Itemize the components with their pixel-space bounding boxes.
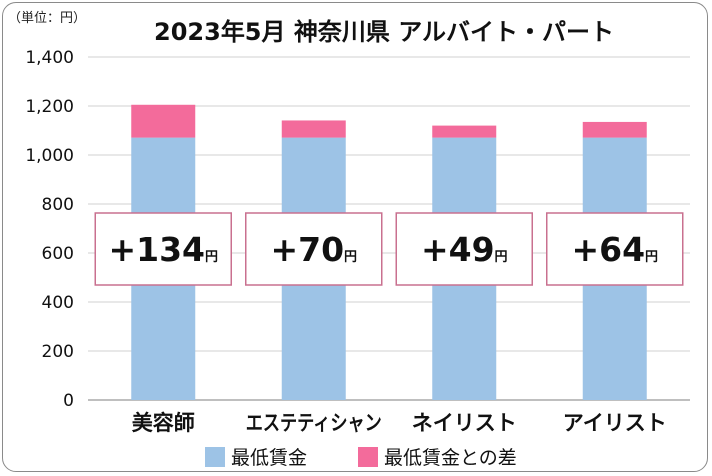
y-tick-label: 1,400 (25, 48, 74, 68)
y-tick-label: 200 (42, 342, 74, 362)
chart-title: 2023年5月 神奈川県 アルバイト・パート (154, 18, 614, 46)
y-axis-ticks: 0 200 400 600 800 1,000 1,200 1,400 (25, 48, 74, 411)
x-category-label: アイリスト (563, 411, 667, 435)
diff-label-box (94, 212, 232, 286)
unit-label: （単位：円） (8, 10, 86, 26)
x-category-label: ネイリスト (412, 411, 517, 435)
diff-label-unit: 円 (645, 250, 658, 265)
y-tick-label: 0 (63, 391, 74, 411)
diff-label-value: +49 (421, 230, 495, 269)
bar-difference (582, 121, 647, 138)
diff-label-value: +134 (108, 230, 205, 269)
x-axis-categories: 美容師 エステティシャン ネイリスト アイリスト (132, 411, 667, 435)
diff-label: +64円 (571, 230, 658, 269)
legend-swatch (358, 447, 378, 467)
x-category-label: エステティシャン (246, 411, 382, 435)
diff-label-value: +64 (571, 230, 645, 269)
diff-label-unit: 円 (344, 250, 357, 265)
y-tick-label: 400 (42, 293, 74, 313)
diff-labels: +134円 +70円 +49円 +64円 (94, 212, 684, 286)
diff-label-value: +70 (270, 230, 344, 269)
diff-label-box (395, 212, 533, 286)
y-tick-label: 600 (42, 244, 74, 264)
bar-difference (281, 120, 346, 138)
diff-label: +134円 (108, 230, 218, 269)
y-tick-label: 1,200 (25, 97, 74, 117)
legend: 最低賃金 最低賃金との差 (205, 447, 517, 469)
diff-label-unit: 円 (495, 250, 508, 265)
diff-label: +70円 (270, 230, 357, 269)
y-tick-label: 800 (42, 195, 74, 215)
bar-difference (432, 125, 497, 138)
y-tick-label: 1,000 (25, 146, 74, 166)
legend-label: 最低賃金との差 (384, 447, 517, 469)
legend-swatch (205, 447, 225, 467)
x-category-label: 美容師 (132, 411, 195, 435)
diff-label: +49円 (421, 230, 508, 269)
bar-difference (131, 104, 196, 138)
diff-label-box (245, 212, 383, 286)
diff-label-unit: 円 (205, 250, 218, 265)
legend-label: 最低賃金 (231, 447, 307, 469)
diff-label-box (546, 212, 684, 286)
